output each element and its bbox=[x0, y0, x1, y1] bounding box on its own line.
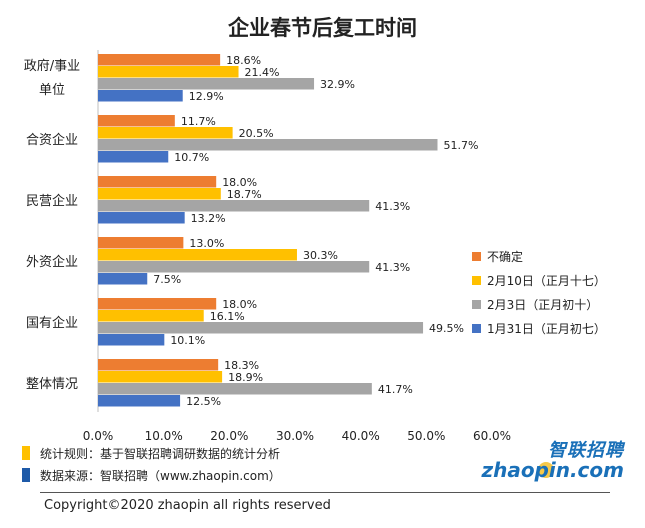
x-tick-label: 20.0% bbox=[210, 429, 248, 443]
bar bbox=[98, 115, 175, 127]
legend-label: 2月3日（正月初十） bbox=[487, 297, 599, 312]
category-label: 政府/事业 bbox=[24, 59, 80, 74]
zhaopin-logo: 智联招聘 zhaopin.com bbox=[481, 436, 628, 492]
bar bbox=[98, 237, 184, 249]
bar bbox=[98, 383, 372, 395]
x-tick-label: 10.0% bbox=[145, 429, 183, 443]
data-label: 18.0% bbox=[222, 298, 257, 311]
data-label: 18.0% bbox=[222, 176, 257, 189]
footnote-source-marker bbox=[22, 468, 30, 482]
bar bbox=[98, 371, 223, 383]
bar bbox=[98, 66, 239, 78]
x-tick-label: 40.0% bbox=[342, 429, 380, 443]
category-label: 外资企业 bbox=[26, 254, 78, 270]
data-label: 41.7% bbox=[378, 383, 413, 396]
category-label: 国有企业 bbox=[26, 315, 78, 331]
data-label: 13.0% bbox=[189, 237, 224, 250]
bar bbox=[98, 249, 297, 261]
data-label: 32.9% bbox=[320, 78, 355, 91]
bar bbox=[98, 273, 148, 285]
chart-title: 企业春节后复工时间 bbox=[228, 16, 417, 40]
legend-swatch bbox=[472, 299, 481, 309]
category-label: 单位 bbox=[39, 83, 65, 98]
data-label: 12.5% bbox=[186, 395, 221, 408]
data-label: 13.2% bbox=[191, 212, 226, 225]
logo-dot-icon bbox=[538, 462, 554, 478]
logo-english-text: zhaopin.com bbox=[481, 458, 624, 482]
logo-chinese-text: 智联招聘 bbox=[548, 440, 624, 461]
legend-item: 2月3日（正月初十） bbox=[472, 292, 606, 316]
data-label: 21.4% bbox=[245, 66, 280, 79]
legend-label: 2月10日（正月十七） bbox=[487, 273, 606, 288]
bar bbox=[98, 54, 221, 66]
legend-item: 1月31日（正月初七） bbox=[472, 316, 606, 340]
bar bbox=[98, 395, 181, 407]
footnote-source: 数据来源：智联招聘（www.zhaopin.com） bbox=[22, 464, 281, 486]
data-label: 41.3% bbox=[375, 261, 410, 274]
data-label: 10.1% bbox=[170, 334, 205, 347]
x-tick-label: 60.0% bbox=[473, 429, 511, 443]
data-label: 10.7% bbox=[174, 151, 209, 164]
legend-label: 1月31日（正月初七） bbox=[487, 321, 606, 336]
category-label: 整体情况 bbox=[26, 377, 78, 392]
category-label: 民营企业 bbox=[26, 193, 78, 209]
bar bbox=[98, 359, 219, 371]
legend-item: 2月10日（正月十七） bbox=[472, 268, 606, 292]
footnote-source-text: 数据来源：智联招聘（www.zhaopin.com） bbox=[40, 468, 281, 483]
footer-divider bbox=[40, 492, 610, 493]
data-label: 11.7% bbox=[181, 115, 216, 128]
legend-swatch bbox=[472, 323, 481, 333]
bar bbox=[98, 78, 315, 90]
bar bbox=[98, 261, 370, 273]
footnotes: 统计规则：基于智联招聘调研数据的统计分析 数据来源：智联招聘（www.zhaop… bbox=[22, 442, 281, 486]
x-tick-label: 0.0% bbox=[83, 429, 114, 443]
data-label: 18.6% bbox=[226, 54, 261, 67]
bar bbox=[98, 176, 217, 188]
x-tick-label: 50.0% bbox=[407, 429, 445, 443]
bar bbox=[98, 151, 169, 163]
data-label: 41.3% bbox=[375, 200, 410, 213]
x-tick-label: 30.0% bbox=[276, 429, 314, 443]
data-label: 7.5% bbox=[153, 273, 181, 286]
bar bbox=[98, 298, 217, 310]
bar bbox=[98, 322, 424, 334]
legend-label: 不确定 bbox=[487, 249, 524, 264]
copyright-text: Copyright©2020 zhaopin all rights reserv… bbox=[44, 498, 331, 513]
footnote-rule: 统计规则：基于智联招聘调研数据的统计分析 bbox=[22, 442, 281, 464]
bar bbox=[98, 90, 183, 102]
data-label: 16.1% bbox=[210, 310, 245, 323]
category-label: 合资企业 bbox=[26, 132, 78, 148]
data-label: 12.9% bbox=[189, 90, 224, 103]
bar bbox=[98, 212, 185, 224]
legend: 不确定 2月10日（正月十七） 2月3日（正月初十） 1月31日（正月初七） bbox=[472, 244, 606, 340]
data-label: 51.7% bbox=[443, 139, 478, 152]
bar bbox=[98, 127, 233, 139]
bar bbox=[98, 310, 204, 322]
legend-item: 不确定 bbox=[472, 244, 606, 268]
legend-swatch bbox=[472, 275, 481, 285]
data-label: 20.5% bbox=[239, 127, 274, 140]
data-label: 49.5% bbox=[429, 322, 464, 335]
data-label: 30.3% bbox=[303, 249, 338, 262]
data-label: 18.7% bbox=[227, 188, 262, 201]
footnote-rule-text: 统计规则：基于智联招聘调研数据的统计分析 bbox=[40, 446, 281, 461]
bar bbox=[98, 139, 438, 151]
footnote-rule-marker bbox=[22, 446, 30, 460]
bar bbox=[98, 188, 221, 200]
legend-swatch bbox=[472, 251, 481, 261]
bar bbox=[98, 334, 165, 346]
data-label: 18.3% bbox=[224, 359, 259, 372]
bar bbox=[98, 200, 370, 212]
data-label: 18.9% bbox=[228, 371, 263, 384]
